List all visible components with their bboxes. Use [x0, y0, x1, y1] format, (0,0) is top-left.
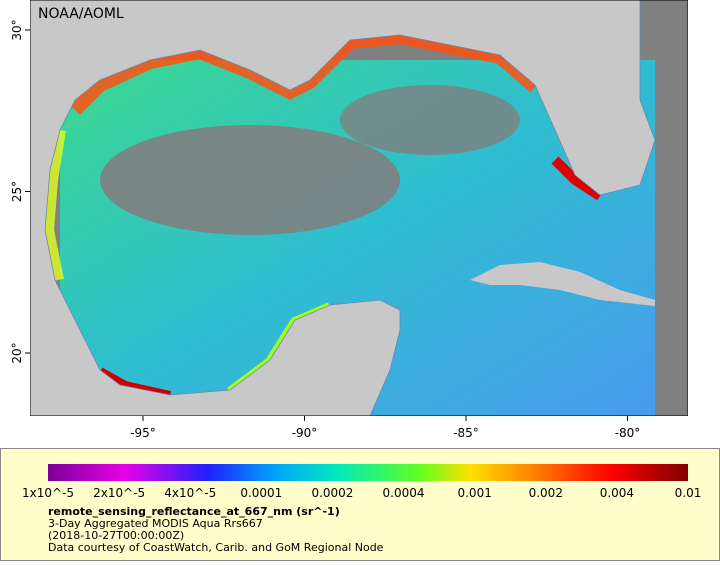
lon-tick-label: -80°	[615, 426, 641, 440]
colorbar-label: 1x10^-5	[22, 486, 74, 500]
colorbar-label: 2x10^-5	[93, 486, 145, 500]
colorbar-label: 0.002	[529, 486, 563, 500]
lon-tick-label: -95°	[130, 426, 156, 440]
colorbar-label: 0.0001	[240, 486, 282, 500]
colorbar-label: 0.0004	[383, 486, 425, 500]
lat-tick-label: 30°	[10, 19, 24, 40]
caption-credit: Data courtesy of CoastWatch, Carib. and …	[48, 541, 384, 554]
lon-tick-label: -90°	[292, 426, 318, 440]
colorbar	[48, 464, 688, 481]
lon-ticks: -95° -90° -85° -80°	[130, 416, 640, 440]
colorbar-label: 0.001	[457, 486, 491, 500]
caption-time: (2018-10-27T00:00:00Z)	[48, 529, 184, 542]
caption-product: 3-Day Aggregated MODIS Aqua Rrs667	[48, 517, 263, 530]
lon-tick-label: -85°	[453, 426, 479, 440]
watermark: NOAA/AOML	[38, 6, 124, 22]
map	[30, 0, 688, 416]
colorbar-label: 0.0002	[311, 486, 353, 500]
lat-ticks: 20° 25° 30°	[10, 19, 30, 364]
colorbar-label: 4x10^-5	[164, 486, 216, 500]
lat-tick-label: 25°	[10, 181, 24, 202]
colorbar-labels: 1x10^-5 2x10^-5 4x10^-5 0.0001 0.0002 0.0004 0…	[22, 486, 701, 500]
colorbar-label: 0.004	[600, 486, 634, 500]
caption-variable: remote_sensing_reflectance_at_667_nm (sr…	[48, 505, 340, 518]
colorbar-label: 0.01	[675, 486, 702, 500]
lat-tick-label: 20°	[10, 342, 24, 363]
